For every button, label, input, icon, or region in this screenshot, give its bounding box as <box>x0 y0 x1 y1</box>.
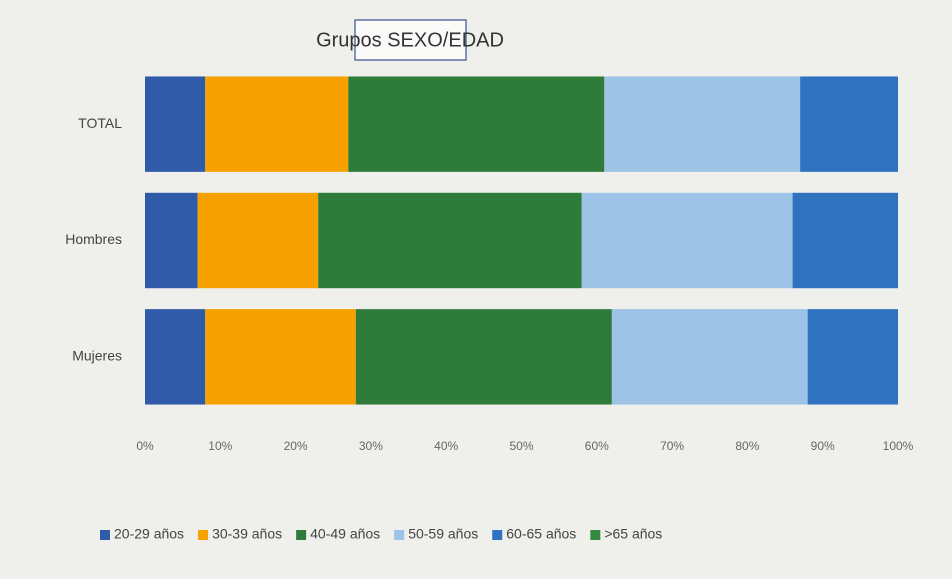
y-tick-label: Hombres <box>65 231 122 247</box>
legend-label: 50-59 años <box>408 526 478 542</box>
y-tick-label: TOTAL <box>78 115 122 131</box>
bar-segment <box>792 192 898 289</box>
bar-segment <box>604 76 801 172</box>
chart-title: Grupos SEXO/EDAD <box>316 29 504 51</box>
bar-segment <box>611 309 808 405</box>
x-tick-label: 80% <box>735 439 759 453</box>
legend-label: >65 años <box>604 526 662 542</box>
title-box <box>354 19 467 61</box>
bar-segment <box>205 76 349 172</box>
legend-label: 30-39 años <box>212 526 282 542</box>
x-tick-label: 40% <box>434 439 458 453</box>
legend-label: 20-29 años <box>114 526 184 542</box>
bar-segment <box>318 192 582 289</box>
bar-segment <box>145 76 206 172</box>
y-tick-label: Mujeres <box>72 348 122 364</box>
legend-swatch <box>590 530 601 540</box>
bar-segment <box>145 309 206 405</box>
x-tick-label: 90% <box>811 439 835 453</box>
bar-segment <box>197 192 319 289</box>
x-tick-label: 20% <box>284 439 308 453</box>
bar-segment <box>800 76 898 172</box>
legend-label: 40-49 años <box>310 526 380 542</box>
x-tick-label: 70% <box>660 439 684 453</box>
legend-swatch <box>492 530 503 540</box>
bar-segment <box>807 309 898 405</box>
x-tick-label: 50% <box>509 439 533 453</box>
bar-segment <box>355 309 612 405</box>
legend-swatch <box>100 530 110 540</box>
bar-segment <box>145 192 198 289</box>
bar-segment <box>581 192 793 289</box>
x-tick-label: 60% <box>585 439 609 453</box>
legend-swatch <box>296 530 307 540</box>
legend-swatch <box>198 530 209 540</box>
x-tick-label: 10% <box>208 439 232 453</box>
legend-label: 60-65 años <box>506 526 576 542</box>
bar-segment <box>205 309 356 405</box>
x-tick-label: 100% <box>883 439 914 453</box>
legend-swatch <box>394 530 405 540</box>
bar-segment <box>348 76 605 172</box>
x-tick-label: 0% <box>136 439 154 453</box>
x-tick-label: 30% <box>359 439 383 453</box>
